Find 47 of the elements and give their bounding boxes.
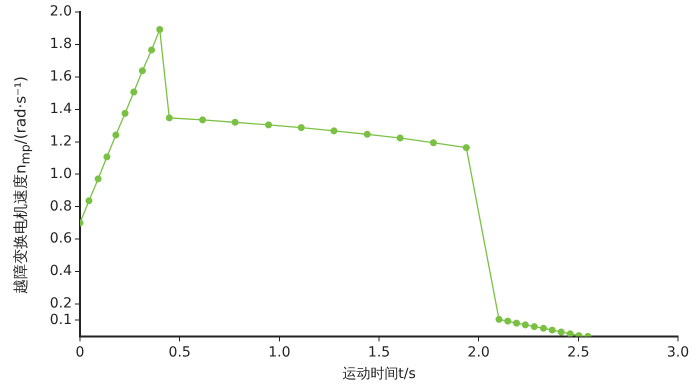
y-tick-label: 1.8 xyxy=(50,36,72,52)
y-tick-label: 0.4 xyxy=(50,263,72,280)
point xyxy=(462,144,470,152)
point xyxy=(166,114,173,122)
point xyxy=(199,116,206,124)
x-axis-title: 运动时间t/s xyxy=(342,366,416,382)
y-tick-label: 0.6 xyxy=(50,230,72,247)
x-tick-label: 2.0 xyxy=(468,344,490,360)
y-tick-label: 0.2 xyxy=(50,296,72,312)
point xyxy=(232,118,239,126)
point xyxy=(540,324,547,332)
point xyxy=(513,320,520,327)
point xyxy=(85,197,92,204)
x-tick-label: 0.5 xyxy=(168,344,191,360)
point xyxy=(430,139,437,146)
point xyxy=(148,46,156,54)
point xyxy=(265,121,272,128)
point xyxy=(522,321,529,328)
point xyxy=(103,153,110,160)
point xyxy=(396,134,404,142)
point xyxy=(122,110,129,117)
y-tick-label: 1.2 xyxy=(50,133,72,150)
point xyxy=(558,328,565,336)
x-tick-label: 1.0 xyxy=(268,344,290,360)
y-tick-label: 0.1 xyxy=(50,312,72,328)
point xyxy=(364,130,371,138)
y-tick-label: 2.0 xyxy=(50,4,72,20)
point xyxy=(156,26,164,34)
point xyxy=(504,318,512,325)
y-tick-label: 1.4 xyxy=(50,100,72,117)
x-tick-label: 0 xyxy=(76,344,84,360)
point xyxy=(138,67,146,74)
y-tick-label: 1.6 xyxy=(50,68,72,85)
point xyxy=(130,88,138,96)
point xyxy=(530,323,538,330)
point xyxy=(330,127,338,134)
y-tick-label: 1.0 xyxy=(50,166,72,182)
point xyxy=(496,316,502,323)
y-tick-label: 0.8 xyxy=(50,198,72,214)
point xyxy=(298,124,305,132)
point xyxy=(548,326,556,334)
x-tick-label: 2.5 xyxy=(567,344,590,360)
point xyxy=(94,175,102,182)
x-tick-label: 1.5 xyxy=(368,344,390,360)
point xyxy=(566,330,574,336)
x-tick-label: 3.0 xyxy=(666,344,690,360)
point xyxy=(112,131,120,138)
